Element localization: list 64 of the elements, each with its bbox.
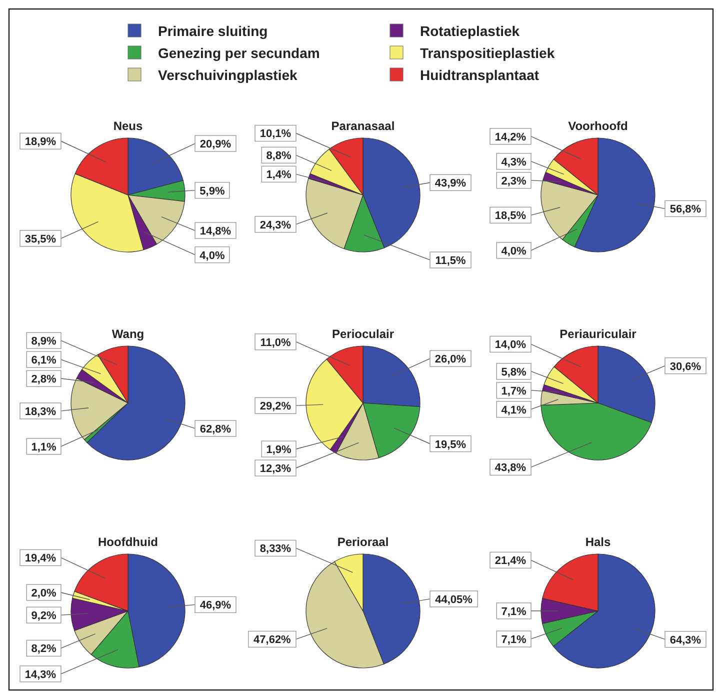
data-label: 64,3% xyxy=(670,634,702,646)
data-label: 19,5% xyxy=(434,438,466,451)
data-label: 2,0% xyxy=(31,587,57,600)
chart-title: Paranasaal xyxy=(331,119,395,133)
data-label: 11,0% xyxy=(260,336,292,349)
data-label: 43,9% xyxy=(434,178,466,190)
data-label: 56,8% xyxy=(670,204,702,216)
data-label: 8,33% xyxy=(260,543,292,556)
data-label: 11,5% xyxy=(435,254,466,267)
data-label: 14,0% xyxy=(494,339,526,352)
legend-label: Huidtransplantaat xyxy=(420,67,540,83)
data-label: 14,2% xyxy=(494,131,526,144)
data-label: 30,6% xyxy=(670,360,702,373)
data-label: 1,9% xyxy=(266,444,292,456)
chart-title: Wang xyxy=(112,327,144,341)
data-label: 35,5% xyxy=(24,233,56,246)
chart-title: Hoofdhuid xyxy=(98,535,158,549)
data-label: 43,8% xyxy=(494,462,526,474)
data-label: 44,05% xyxy=(435,594,473,606)
legend-label: Primaire sluiting xyxy=(158,23,268,39)
data-label: 6,1% xyxy=(31,354,57,367)
data-label: 18,9% xyxy=(24,136,56,148)
chart-title: Periauriculair xyxy=(560,327,637,341)
data-label: 2,3% xyxy=(501,175,527,188)
data-label: 21,4% xyxy=(494,555,526,568)
data-label: 5,8% xyxy=(501,366,527,378)
legend-label: Genezing per secundam xyxy=(158,45,320,61)
data-label: 5,9% xyxy=(200,185,225,198)
chart-title: Perioraal xyxy=(337,535,389,549)
data-label: 4,0% xyxy=(501,245,527,258)
data-label: 4,1% xyxy=(501,404,527,416)
data-label: 19,4% xyxy=(24,552,56,565)
data-label: 47,62% xyxy=(254,634,292,646)
data-label: 24,3% xyxy=(260,219,292,232)
text: Neus xyxy=(113,119,143,133)
data-label: 62,8% xyxy=(200,423,232,436)
data-label: 14,3% xyxy=(24,668,56,681)
chart-title: Perioculair xyxy=(332,327,394,341)
data-label: 10,1% xyxy=(260,128,292,140)
data-label: 8,9% xyxy=(31,336,57,348)
data-label: 29,2% xyxy=(260,400,292,413)
data-label: 8,2% xyxy=(31,643,57,656)
data-label: 20,9% xyxy=(200,138,232,151)
data-label: 18,5% xyxy=(494,210,526,222)
data-label: 8,8% xyxy=(266,150,292,162)
chart-title: Hals xyxy=(585,535,611,549)
data-label: 12,3% xyxy=(260,463,292,475)
data-label: 46,9% xyxy=(200,600,232,612)
data-label: 1,4% xyxy=(266,169,292,182)
data-label: 4,0% xyxy=(200,250,225,262)
data-label: 9,2% xyxy=(31,610,57,622)
data-label: 7,1% xyxy=(501,634,527,646)
data-label: 7,1% xyxy=(501,606,527,618)
legend-label: Rotatieplastiek xyxy=(420,23,520,39)
legend-label: Verschuivingplastiek xyxy=(158,67,298,83)
data-label: 14,8% xyxy=(200,226,232,238)
data-label: 26,0% xyxy=(434,354,466,366)
chart-title: Voorhoofd xyxy=(568,119,628,133)
data-label: 18,3% xyxy=(24,406,56,418)
data-label: 1,1% xyxy=(31,441,57,454)
legend-label: Transpositieplastiek xyxy=(420,45,555,61)
data-label: 4,3% xyxy=(501,156,527,168)
data-label: 1,7% xyxy=(501,385,527,398)
data-label: 2,8% xyxy=(31,374,57,386)
